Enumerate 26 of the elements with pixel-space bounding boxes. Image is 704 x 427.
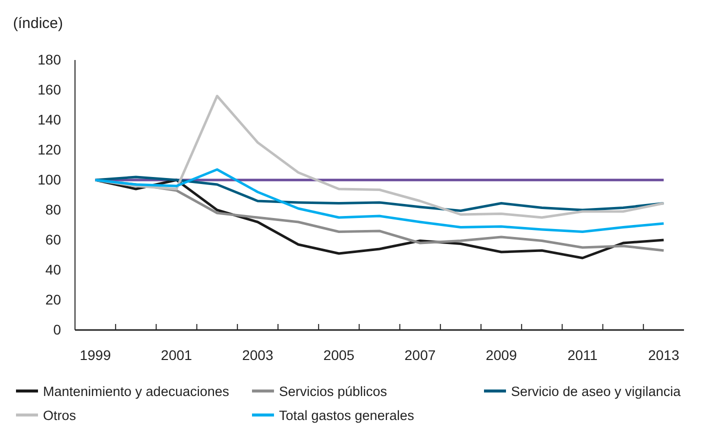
legend-label: Otros [43,408,76,423]
x-tick-label: 2005 [323,347,355,363]
legend-label: Servicio de aseo y vigilancia [511,384,682,399]
y-tick-label: 0 [53,321,62,338]
x-tick-label: 2013 [648,347,680,363]
x-tick-label: 2001 [160,347,192,363]
y-tick-label: 180 [38,51,62,68]
y-tick-label: 60 [45,231,62,248]
legend-label: Total gastos generales [279,408,414,423]
legend-label: Mantenimiento y adecuaciones [43,384,230,399]
y-tick-label: 120 [38,141,62,158]
x-tick-label: 2009 [486,347,518,363]
line-series [94,168,665,233]
x-tick-label: 1999 [80,347,112,363]
line-series [94,176,665,212]
y-tick-label: 160 [38,81,62,98]
x-tick-label: 2007 [404,347,436,363]
legend-label: Servicios públicos [279,384,388,399]
y-tick-label: 140 [38,111,62,128]
y-tick-label: 40 [45,261,62,278]
y-tick-label: 20 [45,291,62,308]
y-tick-label: 80 [45,201,62,218]
x-tick-label: 2011 [567,347,598,363]
y-tick-label: 100 [38,171,62,188]
y-axis-title: (índice) [13,15,64,32]
x-tick-label: 2003 [242,347,274,363]
